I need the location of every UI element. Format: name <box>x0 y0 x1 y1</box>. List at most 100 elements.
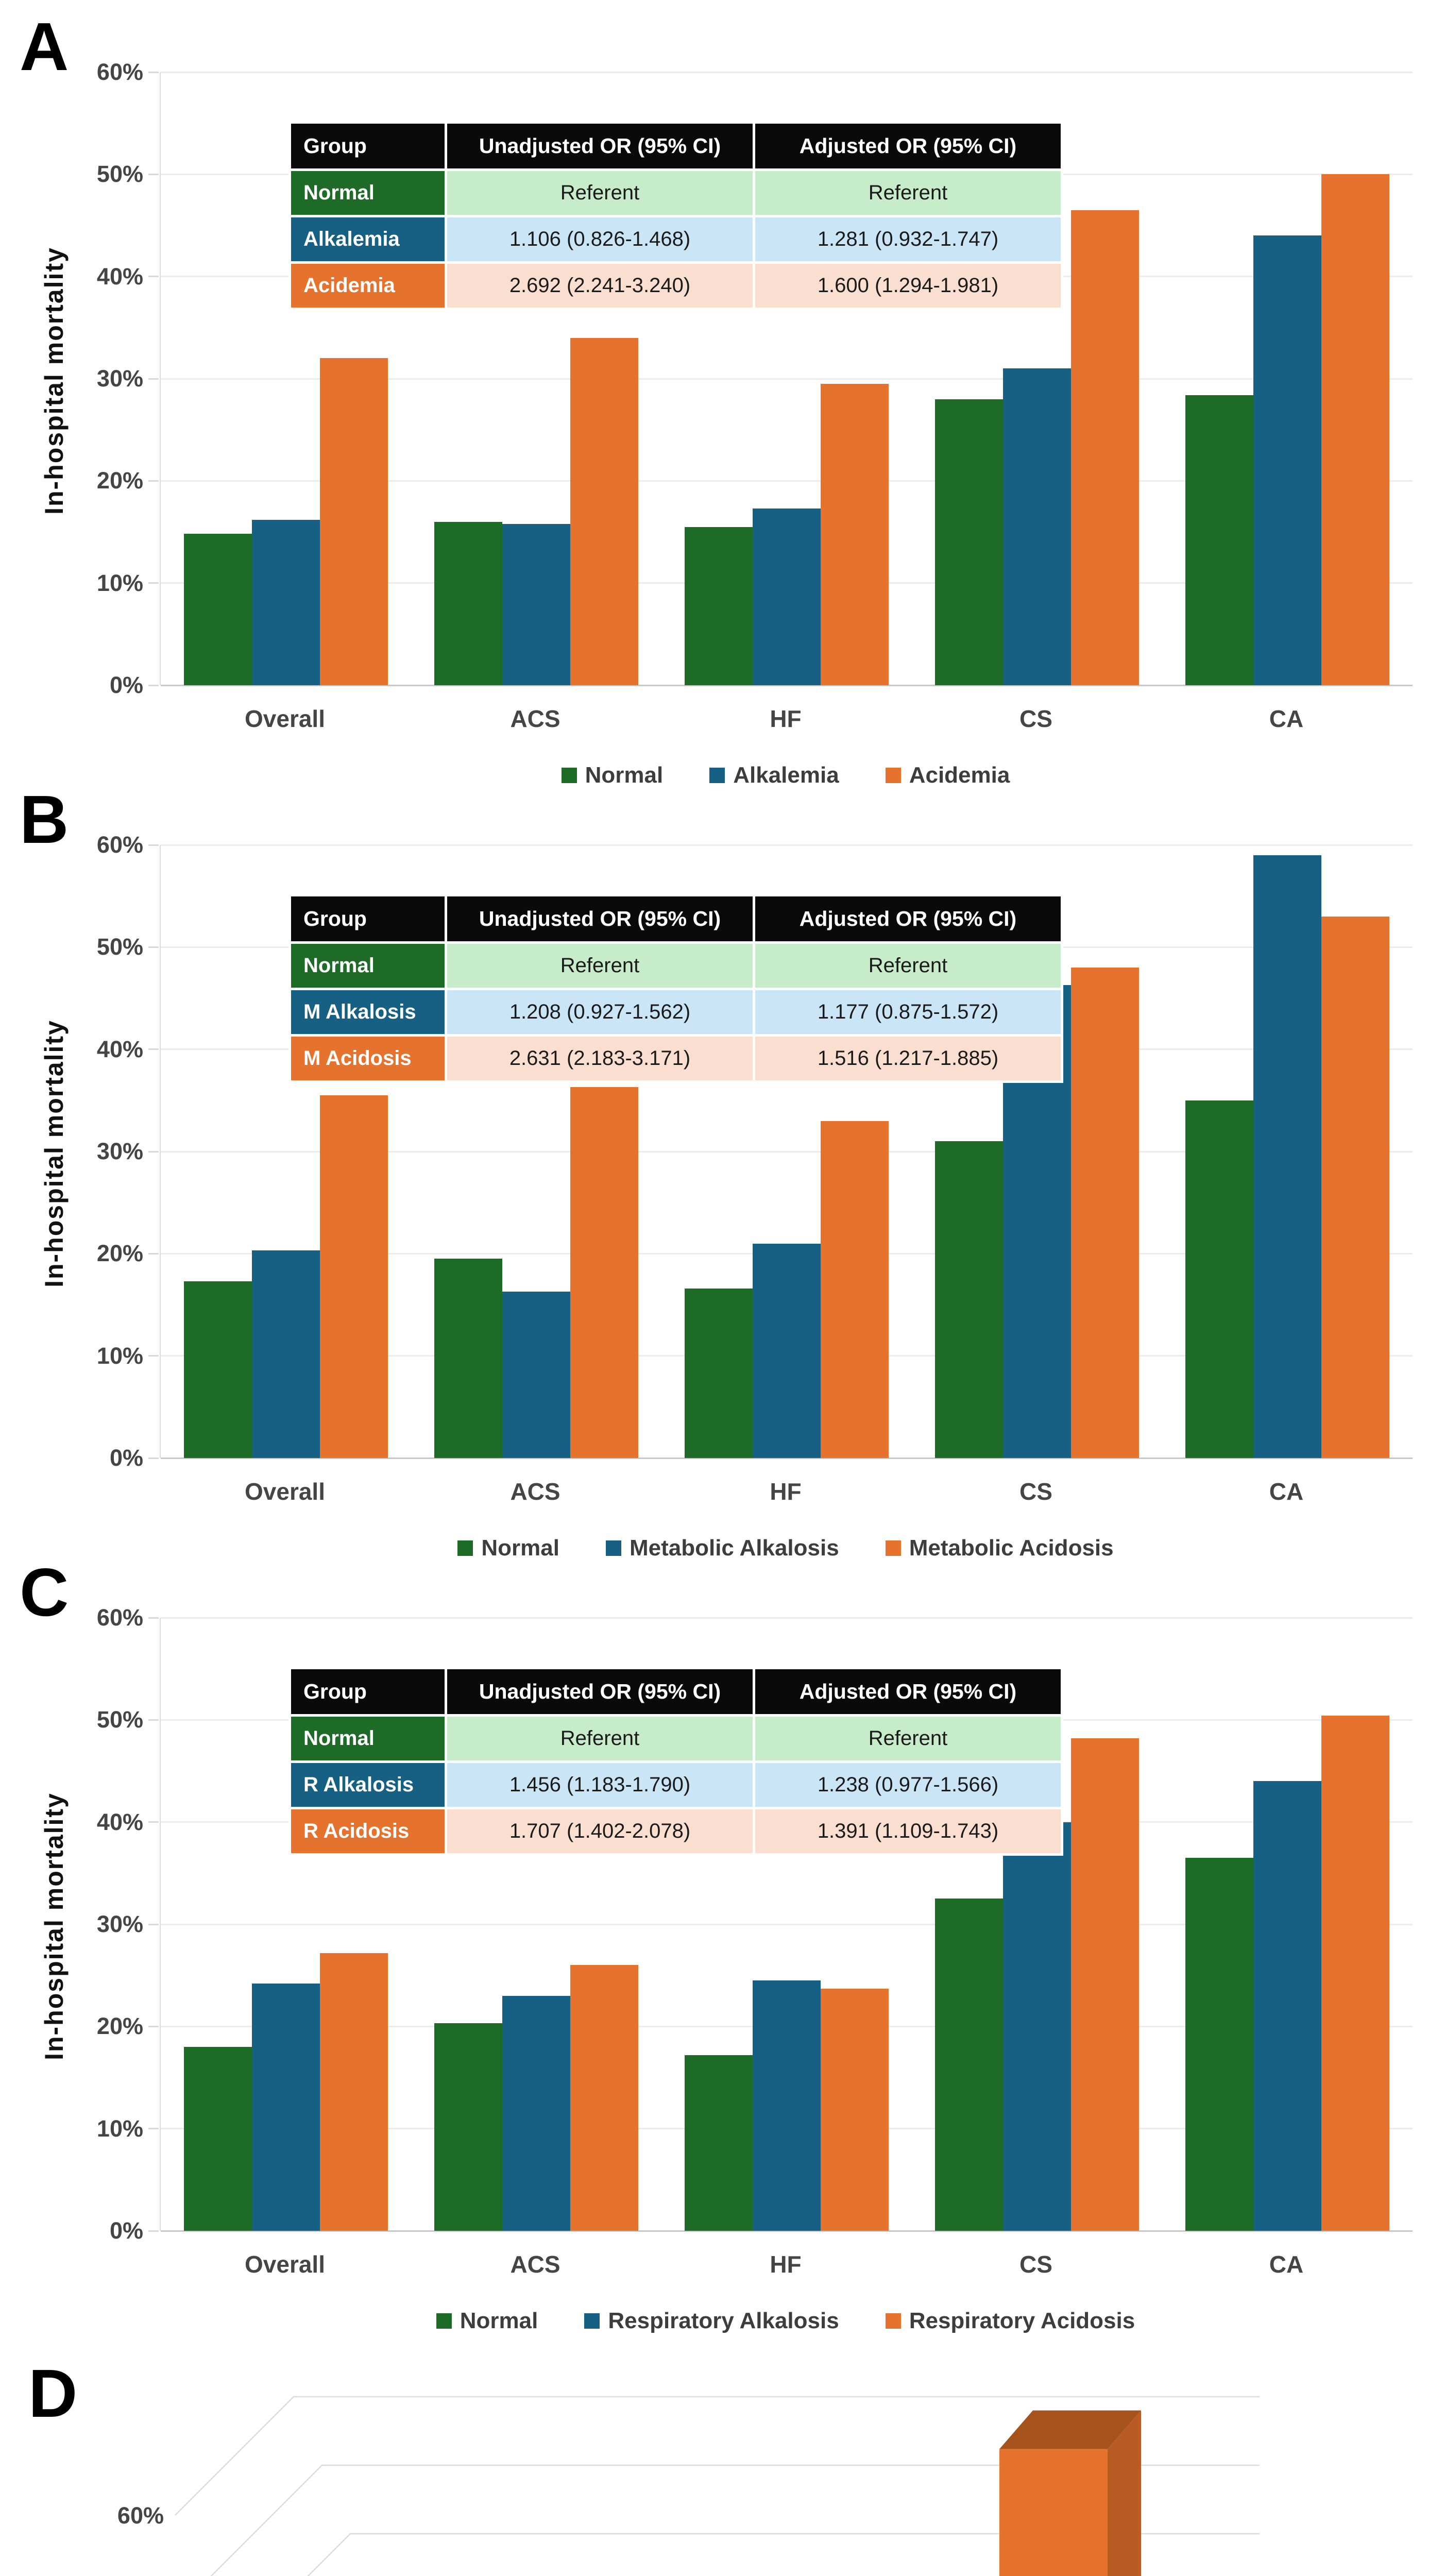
y-tick-label: 40% <box>96 1036 143 1062</box>
table-cell-adjusted-or: 1.600 (1.294-1.981) <box>755 264 1061 308</box>
y-tick-label: 40% <box>96 263 143 290</box>
x-tick-label-ca: CA <box>1269 2251 1304 2278</box>
table-header-unadjusted-or-95-ci: Unadjusted OR (95% CI) <box>447 124 753 168</box>
table-cell-adjusted-or: 1.281 (0.932-1.747) <box>755 217 1061 261</box>
x-tick-label-acs: ACS <box>510 2251 560 2278</box>
y-tick-label: 30% <box>96 1911 143 1937</box>
bar-overall-metabolic-alkalosis <box>252 1250 320 1458</box>
bar-overall-normal <box>184 2047 252 2231</box>
x-tick-label-ca: CA <box>1269 1478 1304 1505</box>
table-cell-group: R Alkalosis <box>291 1763 445 1807</box>
legend-label: Alkalemia <box>733 762 839 788</box>
legend-item-metabolic-acidosis: Metabolic Acidosis <box>885 1535 1114 1561</box>
bar-hf-metabolic-alkalosis <box>753 1243 821 1458</box>
table-row-acidemia: Acidemia 2.692 (2.241-3.240) 1.600 (1.294-… <box>291 264 1061 308</box>
bar-hf-alkalemia <box>753 508 821 685</box>
legend-swatch-icon <box>885 768 901 783</box>
y-tick-mark <box>148 1048 159 1050</box>
bar3d-metabolic-acidosis-respiratory-acidosis <box>999 2410 1141 2576</box>
legend-swatch-icon <box>436 2313 452 2329</box>
bar-ca-normal <box>1185 1100 1253 1458</box>
table-cell-group: M Acidosis <box>291 1037 445 1080</box>
legend-label: Normal <box>585 762 664 788</box>
table-header-row: Group Unadjusted OR (95% CI) Adjusted OR (… <box>291 896 1061 941</box>
table-cell-adjusted-or: 1.516 (1.217-1.885) <box>755 1037 1061 1080</box>
legend-item-alkalemia: Alkalemia <box>709 762 839 788</box>
y-tick-mark <box>148 1821 159 1823</box>
legend-swatch-icon <box>561 768 577 783</box>
bar-overall-respiratory-acidosis <box>320 1953 388 2231</box>
y-tick-mark <box>148 1617 159 1619</box>
table-cell-group: Normal <box>291 171 445 215</box>
y-tick-mark <box>148 1457 159 1459</box>
y-tick-label: 20% <box>96 2013 143 2040</box>
y-tick-mark <box>148 1150 159 1153</box>
legend-label: Acidemia <box>909 762 1010 788</box>
table-cell-unadjusted-or: 2.692 (2.241-3.240) <box>447 264 753 308</box>
gridline-20 <box>161 480 1413 482</box>
table-cell-unadjusted-or: 1.106 (0.826-1.468) <box>447 217 753 261</box>
legend-label: Metabolic Acidosis <box>909 1535 1114 1561</box>
y-tick-label: 10% <box>96 2115 143 2142</box>
y-tick-mark <box>148 378 159 380</box>
y-tick-label: 60% <box>96 1604 143 1631</box>
legend-item-metabolic-alkalosis: Metabolic Alkalosis <box>605 1535 839 1561</box>
table-cell-group: Normal <box>291 944 445 988</box>
x-tick-label-overall: Overall <box>245 2251 325 2278</box>
x-tick-label-overall: Overall <box>245 1478 325 1505</box>
legend-swatch-icon <box>457 1540 473 1556</box>
table-cell-adjusted-or: Referent <box>755 1717 1061 1760</box>
y-tick-label: 20% <box>96 467 143 494</box>
table-row-normal: Normal Referent Referent <box>291 944 1061 988</box>
gridline-0 <box>161 684 1413 686</box>
bar-cs-normal <box>935 1899 1003 2231</box>
bar-cs-metabolic-acidosis <box>1071 968 1139 1458</box>
bar-overall-acidemia <box>320 358 388 685</box>
bar-acs-normal <box>434 2023 502 2231</box>
table-cell-unadjusted-or: Referent <box>447 944 753 988</box>
gridline-0 <box>161 2230 1413 2232</box>
bar-acs-respiratory-alkalosis <box>502 1995 570 2231</box>
bar-top-face <box>999 2410 1141 2449</box>
table-cell-unadjusted-or: 1.208 (0.927-1.562) <box>447 990 753 1034</box>
table-header-adjusted-or-95-ci: Adjusted OR (95% CI) <box>755 896 1061 941</box>
y-tick-mark <box>148 582 159 584</box>
y-tick-label: 20% <box>96 1240 143 1267</box>
table-cell-group: M Alkalosis <box>291 990 445 1034</box>
legend-item-normal: Normal <box>436 2308 538 2334</box>
bar-overall-respiratory-alkalosis <box>252 1984 320 2231</box>
panel-letter-a: A <box>20 9 69 84</box>
bar-hf-metabolic-acidosis <box>821 1121 889 1458</box>
gridline3d-60 <box>175 2396 1260 2516</box>
y-tick-mark <box>148 276 159 278</box>
bar-cs-respiratory-alkalosis <box>1003 1822 1071 2231</box>
y-tick-mark <box>148 480 159 482</box>
bar3d-chart: 0%10%20%30%40%50%60%Normal BicarbonateMe… <box>117 2396 1260 2576</box>
bar-hf-normal <box>685 2055 753 2231</box>
panel-letter-d: D <box>28 2355 78 2431</box>
table-cell-adjusted-or: Referent <box>755 944 1061 988</box>
bar-hf-respiratory-acidosis <box>821 1988 889 2231</box>
x-tick-label-cs: CS <box>1019 1478 1052 1505</box>
bar-ca-alkalemia <box>1253 235 1321 685</box>
y-tick-label: 0% <box>109 1445 143 1471</box>
bar-hf-normal <box>685 1288 753 1458</box>
table-cell-group: R Acidosis <box>291 1809 445 1853</box>
legend: Normal Respiratory Alkalosis Respiratory A… <box>160 2308 1412 2334</box>
table-header-group: Group <box>291 1669 445 1714</box>
legend-swatch-icon <box>605 1540 621 1556</box>
panel-a: A In-hospital mortality 0% 10% 20% 30% 40% 50% 6… <box>0 8 1445 788</box>
y-tick-label: 50% <box>96 161 143 188</box>
x-tick-label-overall: Overall <box>245 705 325 732</box>
bar-acs-respiratory-acidosis <box>570 1965 638 2231</box>
legend-label: Normal <box>481 1535 559 1561</box>
y-tick-mark <box>148 71 159 73</box>
legend-item-respiratory-acidosis: Respiratory Acidosis <box>885 2308 1135 2334</box>
table-cell-adjusted-or: Referent <box>755 171 1061 215</box>
bar-ca-metabolic-alkalosis <box>1253 855 1321 1458</box>
bar-acs-normal <box>434 521 502 685</box>
x-tick-label-cs: CS <box>1019 705 1052 732</box>
x-tick-label-acs: ACS <box>510 705 560 732</box>
table-row-normal: Normal Referent Referent <box>291 171 1061 215</box>
gridline-0 <box>161 1457 1413 1459</box>
